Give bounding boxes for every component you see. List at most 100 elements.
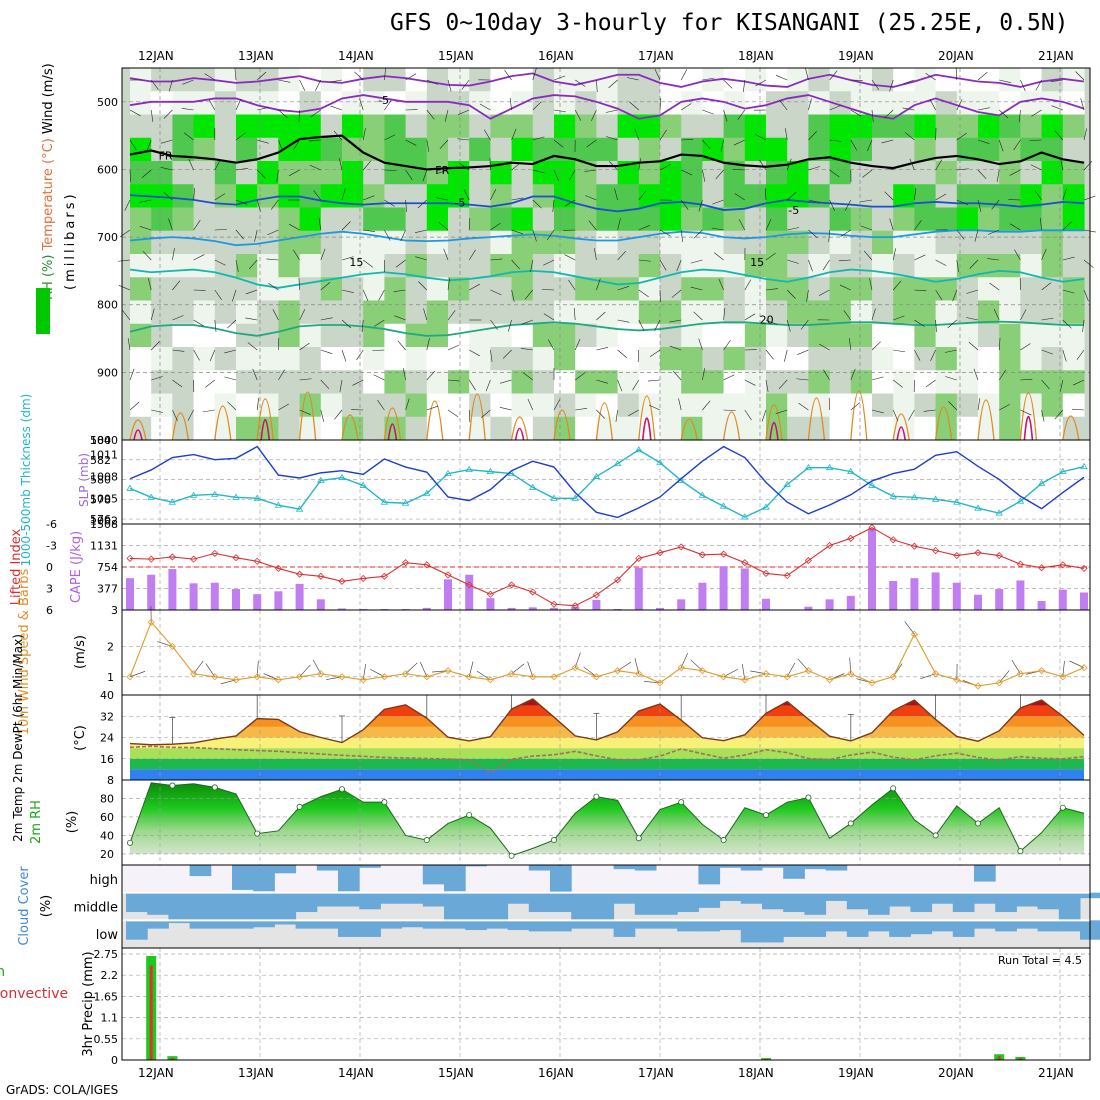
rh-cell: [554, 114, 576, 139]
wind-barb: [481, 409, 491, 418]
wind-barb: [693, 229, 703, 239]
li-point: [359, 574, 367, 583]
rh-cell: [532, 68, 555, 92]
rh-cell: [193, 416, 216, 441]
wind-barb: [443, 248, 449, 261]
rh-cell: [829, 347, 852, 371]
rh-cell: [829, 137, 852, 162]
wind-barb: [276, 169, 279, 182]
wind-barb: [139, 199, 152, 203]
rh-cell: [681, 347, 703, 371]
wind-barb: [363, 195, 375, 201]
li-point: [741, 559, 749, 567]
wind-barb: [511, 128, 517, 141]
cloud-cell-low: [550, 920, 572, 932]
rh-cell: [405, 393, 428, 418]
wind-barb: [720, 139, 724, 152]
wind-barb: [214, 259, 226, 266]
li-point: [889, 536, 897, 544]
wind-barb: [702, 368, 705, 381]
wind-barb: [1035, 79, 1042, 91]
wind-point: [826, 676, 834, 684]
rh-cell: [448, 370, 470, 395]
rh-cell: [999, 347, 1021, 371]
wind-barb: [129, 139, 137, 151]
rh-cell: [702, 347, 725, 371]
rh-cell: [956, 161, 979, 185]
wind-barb: [977, 199, 982, 212]
rh-cell: [193, 161, 216, 185]
rh-cell: [490, 114, 513, 139]
cloud-cell-middle: [910, 892, 933, 913]
rh-cell: [596, 91, 619, 116]
wind-barb: [235, 132, 246, 141]
wind-barb: [553, 75, 566, 81]
ytick-label: 2.2: [101, 969, 119, 982]
wind-point: [253, 673, 261, 681]
rh-cell: [766, 207, 788, 232]
date-label-bottom: 16JAN: [538, 1066, 574, 1080]
wind-barb: [893, 349, 906, 353]
rh-cell: [257, 347, 279, 371]
wind-barb: [1062, 289, 1075, 294]
contour-label: -5: [788, 204, 799, 217]
rh-cell: [278, 230, 301, 255]
rh-cell: [511, 137, 534, 162]
rh-cell: [511, 277, 534, 302]
wind-barb: [822, 259, 830, 271]
ytick-label: 2: [107, 640, 114, 653]
wind-barb: [973, 368, 979, 381]
wind-barb: [232, 289, 237, 302]
wind-barb: [935, 193, 947, 201]
rh-cell: [999, 393, 1021, 418]
wind-barb: [362, 289, 369, 302]
rh-cell: [299, 416, 322, 441]
wind-barb: [690, 659, 703, 671]
wind-barb: [829, 169, 840, 178]
rh-cell: [914, 161, 937, 185]
rh-cell: [914, 184, 937, 209]
rh-cell: [1020, 254, 1043, 278]
wind-barb: [511, 162, 522, 171]
precip-convective-bar: [170, 1058, 174, 1060]
wind-barb: [163, 109, 173, 119]
li-point: [614, 576, 622, 584]
cloud-cell-high: [465, 865, 487, 867]
rh-cell: [893, 393, 915, 418]
wind-barb: [235, 229, 244, 240]
wind-barb: [808, 229, 818, 239]
rh-cell: [426, 230, 449, 255]
rh-cell: [617, 114, 640, 139]
cloud-cell-high: [359, 865, 381, 868]
rh-cell: [660, 416, 682, 441]
wind-barb: [127, 338, 131, 351]
wind-barb: [659, 259, 667, 271]
li-point: [168, 553, 176, 561]
cape-bar: [147, 574, 156, 610]
rh-cell: [363, 300, 385, 325]
panel-frame: [121, 609, 1091, 696]
cloud-cell-low: [210, 920, 233, 929]
li-point: [508, 581, 516, 589]
wind-barb: [299, 378, 312, 381]
rh-cell: [575, 114, 597, 139]
rh-cell: [638, 114, 661, 139]
thickness-point: [698, 491, 707, 498]
wind-barb: [829, 70, 838, 81]
rh-cell: [448, 416, 470, 441]
rh-cell: [766, 114, 788, 139]
rh-cell: [723, 207, 746, 232]
cloud-cell-low: [1058, 920, 1081, 932]
rh-cell: [363, 416, 385, 441]
temp-band: [130, 748, 1084, 759]
rh-cell: [342, 370, 364, 395]
wind-barb: [904, 132, 915, 141]
thickness-point: [253, 494, 261, 501]
rh-cell: [723, 370, 746, 395]
cloud-cell-middle: [974, 892, 996, 904]
rh-cell: [872, 161, 894, 185]
wind-barb: [968, 341, 979, 351]
rh-cell: [787, 393, 809, 418]
cloud-cell-middle: [592, 892, 615, 921]
rh-cell: [257, 370, 279, 395]
